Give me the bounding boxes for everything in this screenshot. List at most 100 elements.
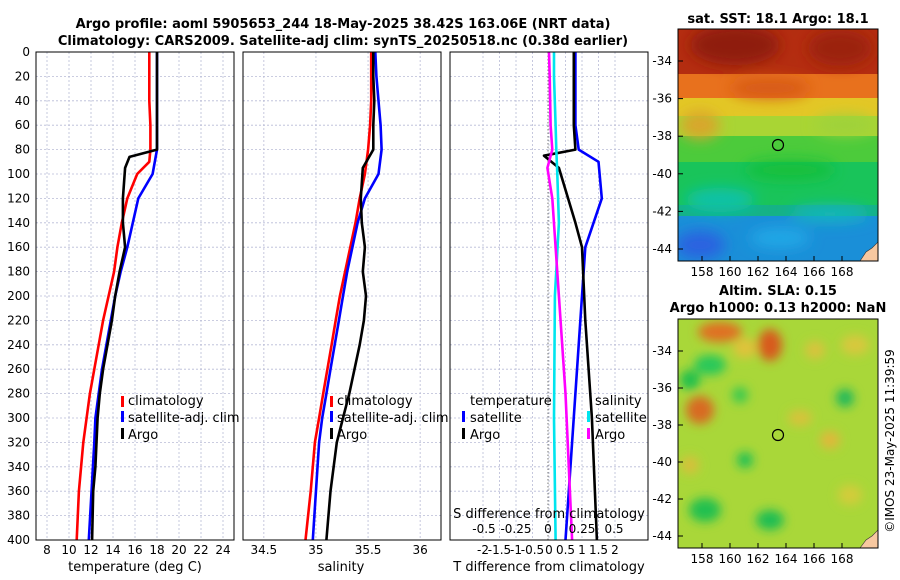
sst-field bbox=[678, 29, 878, 261]
sst-map-frame bbox=[677, 28, 879, 262]
x-tick-label: 16 bbox=[127, 543, 142, 557]
depth-tick-label: 300 bbox=[7, 411, 30, 425]
series-salinity-satellite bbox=[552, 52, 561, 541]
legend-climatology: climatology bbox=[337, 394, 413, 409]
x-tick-label: 18 bbox=[149, 543, 164, 557]
legend-satellite-adj: satellite-adj. clim bbox=[337, 411, 449, 426]
lat-tick-label: -40 bbox=[652, 455, 672, 469]
salinity-xlabel: salinity bbox=[318, 560, 365, 575]
depth-tick-label: 20 bbox=[15, 69, 30, 83]
legend-swatch-climatology bbox=[330, 396, 333, 407]
s-tick: -0.25 bbox=[500, 522, 531, 536]
depth-tick-label: 240 bbox=[7, 338, 30, 352]
s-tick: 0 bbox=[544, 522, 552, 536]
lon-tick-label: 160 bbox=[719, 552, 742, 566]
legend-sal-argo: Argo bbox=[595, 428, 625, 443]
s-difference-ticks: -0.5 -0.25 0 0.25 0.5 bbox=[472, 522, 623, 536]
sst-map: sat. SST: 18.1 Argo: 18.1 bbox=[652, 12, 879, 279]
salinity-panel: 34.5 35 35.5 36 salinity climatology satell… bbox=[242, 51, 449, 575]
salinity-legend: climatology satellite-adj. clim Argo bbox=[330, 394, 449, 443]
depth-tick-label: 360 bbox=[7, 484, 30, 498]
legend-salinity-title: salinity bbox=[595, 394, 642, 409]
sla-map-title-1: Altim. SLA: 0.15 bbox=[719, 284, 837, 299]
title-line1: Argo profile: aoml 5905653_244 18-May-20… bbox=[76, 17, 611, 32]
legend-satellite-adj: satellite-adj. clim bbox=[128, 411, 240, 426]
x-tick-label: 22 bbox=[193, 543, 208, 557]
lon-tick-label: 158 bbox=[691, 265, 714, 279]
x-tick-label: -1 bbox=[510, 543, 522, 557]
legend-temp-argo: Argo bbox=[470, 428, 500, 443]
salinity-plot-frame bbox=[242, 51, 442, 541]
x-tick-label: 12 bbox=[83, 543, 98, 557]
lat-tick-label: -38 bbox=[652, 129, 672, 143]
lon-tick-label: 158 bbox=[691, 552, 714, 566]
x-tick-label: 2 bbox=[611, 543, 619, 557]
legend-swatch-argo bbox=[330, 428, 333, 439]
depth-tick-label: 400 bbox=[7, 533, 30, 547]
x-tick-label: 34.5 bbox=[250, 543, 277, 557]
depth-tick-label: 120 bbox=[7, 191, 30, 205]
series-climatology bbox=[304, 52, 373, 541]
depth-tick-label: 380 bbox=[7, 509, 30, 523]
x-tick-label: 20 bbox=[171, 543, 186, 557]
legend-swatch-sal-satellite bbox=[587, 411, 590, 422]
x-tick-label: -0.5 bbox=[521, 543, 544, 557]
legend-swatch-temp-argo bbox=[462, 428, 465, 439]
temperature-xlabel: temperature (deg C) bbox=[68, 560, 202, 575]
difference-legend: temperature satellite Argo salinity sate… bbox=[462, 394, 647, 443]
lat-tick-label: -44 bbox=[652, 242, 672, 256]
depth-tick-label: 200 bbox=[7, 289, 30, 303]
legend-temp-satellite: satellite bbox=[470, 411, 522, 426]
lat-tick-label: -40 bbox=[652, 167, 672, 181]
depth-tick-label: 60 bbox=[15, 118, 30, 132]
depth-tick-label: 220 bbox=[7, 313, 30, 327]
lat-tick-label: -42 bbox=[652, 492, 672, 506]
lat-tick-label: -38 bbox=[652, 418, 672, 432]
series-temperature-argo bbox=[542, 52, 599, 541]
title-line2: Climatology: CARS2009. Satellite-adj cli… bbox=[58, 34, 628, 49]
legend-swatch-sal-argo bbox=[587, 428, 590, 439]
series-argo bbox=[325, 52, 376, 541]
sla-map-frame bbox=[677, 318, 879, 549]
s-tick: 0.5 bbox=[604, 522, 623, 536]
x-tick-label: 35 bbox=[308, 543, 323, 557]
lon-tick-label: 164 bbox=[775, 265, 798, 279]
x-tick-label: 35.5 bbox=[355, 543, 382, 557]
x-tick-label: 14 bbox=[105, 543, 120, 557]
x-tick-label: 1 bbox=[578, 543, 586, 557]
s-tick: -0.5 bbox=[472, 522, 495, 536]
s-tick: 0.25 bbox=[569, 522, 596, 536]
legend-swatch-argo bbox=[121, 428, 124, 439]
lon-tick-label: 162 bbox=[747, 265, 770, 279]
x-tick-label: -1.5 bbox=[488, 543, 511, 557]
lat-tick-label: -44 bbox=[652, 529, 672, 543]
difference-xlabel: T difference from climatology bbox=[452, 560, 645, 575]
difference-panel: -2-1.5-1-0.5 0 0.5 1 1.5 2 T difference from … bbox=[449, 51, 649, 575]
legend-temperature-title: temperature bbox=[470, 394, 552, 409]
temperature-panel: 0 20 40 60 80 100 120 140 160 180 200 220 240 260 280 3… bbox=[7, 45, 240, 575]
temperature-legend: climatology satellite-adj. clim Argo bbox=[121, 394, 240, 443]
legend-swatch-temp-satellite bbox=[462, 411, 465, 422]
depth-tick-label: 180 bbox=[7, 265, 30, 279]
x-tick-label: 0 bbox=[545, 543, 553, 557]
s-difference-axis-label: S difference from climatology bbox=[453, 507, 645, 522]
lat-tick-label: -34 bbox=[652, 344, 672, 358]
depth-tick-label: 320 bbox=[7, 435, 30, 449]
legend-argo: Argo bbox=[337, 428, 367, 443]
lon-tick-label: 166 bbox=[803, 552, 826, 566]
sla-field bbox=[678, 319, 878, 548]
x-tick-label: 10 bbox=[61, 543, 76, 557]
x-tick-label: 8 bbox=[43, 543, 51, 557]
imos-credit: ©IMOS 23-May-2025 11:39:59 bbox=[883, 349, 897, 533]
lon-tick-label: 166 bbox=[803, 265, 826, 279]
x-tick-label: 1.5 bbox=[589, 543, 608, 557]
legend-swatch-satellite bbox=[121, 411, 124, 422]
depth-tick-label: 0 bbox=[22, 45, 30, 59]
legend-swatch-climatology bbox=[121, 396, 124, 407]
lon-tick-label: 162 bbox=[747, 552, 770, 566]
series-satellite-adj-clim bbox=[311, 51, 383, 541]
depth-tick-label: 140 bbox=[7, 216, 30, 230]
lat-tick-label: -36 bbox=[652, 92, 672, 106]
land-coast bbox=[859, 241, 878, 261]
